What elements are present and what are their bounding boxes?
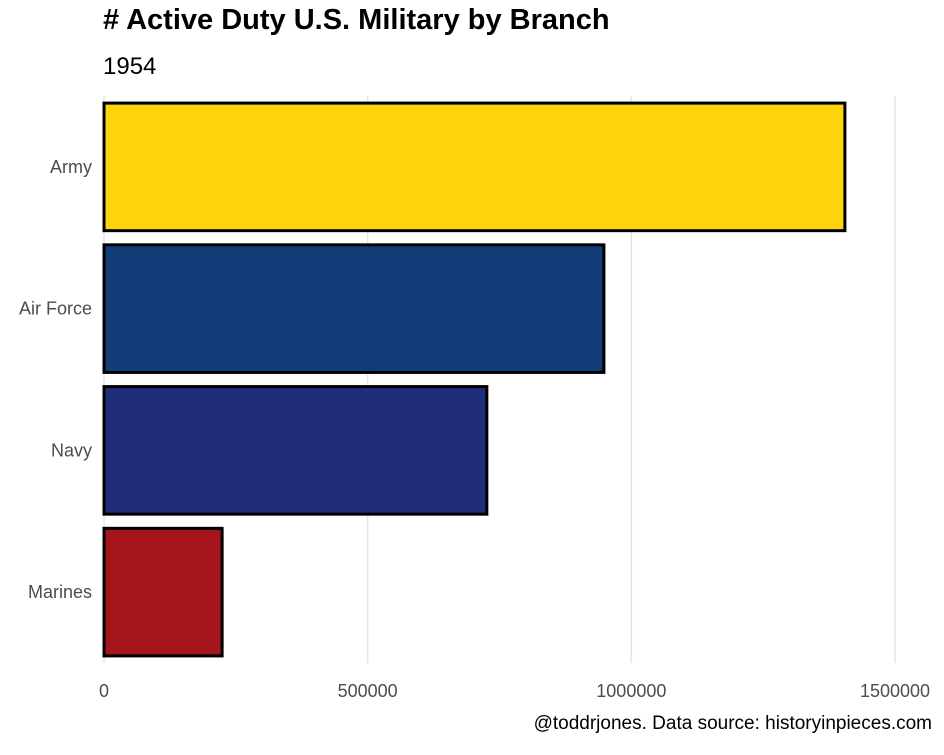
bar-air-force — [102, 243, 606, 374]
bar-army — [102, 101, 847, 233]
chart-title: # Active Duty U.S. Military by Branch — [103, 4, 610, 36]
bars — [102, 101, 847, 658]
y-tick-label: Army — [50, 157, 92, 177]
x-tick-label: 500000 — [338, 681, 398, 701]
y-tick-label: Air Force — [19, 299, 92, 319]
y-tick-label: Navy — [51, 440, 92, 460]
y-tick-label: Marines — [28, 582, 92, 602]
chart-caption: @toddrjones. Data source: historyinpiece… — [533, 713, 932, 734]
y-axis-labels: Army Air Force Navy Marines — [19, 157, 92, 602]
x-tick-label: 0 — [99, 681, 109, 701]
bar-marines — [102, 526, 224, 658]
x-tick-label: 1000000 — [596, 681, 666, 701]
bar-navy — [102, 385, 489, 516]
x-tick-label: 1500000 — [860, 681, 930, 701]
x-axis-labels: 0 500000 1000000 1500000 — [99, 681, 930, 701]
chart-subtitle: 1954 — [103, 53, 157, 80]
